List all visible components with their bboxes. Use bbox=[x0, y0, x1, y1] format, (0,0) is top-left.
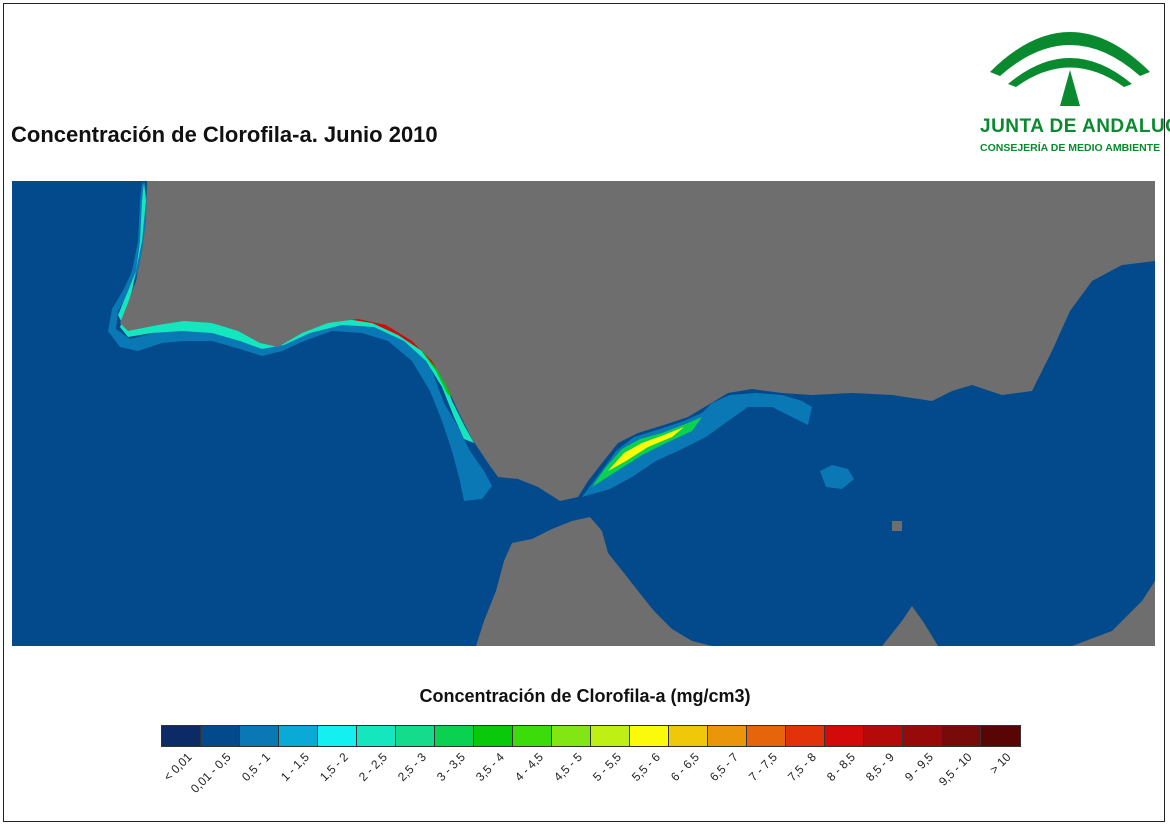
legend-swatch bbox=[435, 726, 474, 746]
legend-swatch bbox=[396, 726, 435, 746]
page-title: Concentración de Clorofila-a. Junio 2010 bbox=[11, 122, 438, 147]
legend-swatch bbox=[708, 726, 747, 746]
legend-swatch bbox=[552, 726, 591, 746]
legend-swatch bbox=[903, 726, 942, 746]
legend-swatch bbox=[864, 726, 903, 746]
med-coastal-yellow bbox=[608, 427, 684, 471]
land-africa bbox=[476, 517, 938, 646]
legend-swatch bbox=[513, 726, 552, 746]
legend-swatch bbox=[942, 726, 981, 746]
legend-swatch bbox=[669, 726, 708, 746]
alboran-feature bbox=[820, 465, 854, 489]
legend-swatch bbox=[825, 726, 864, 746]
land-africa-east bbox=[1072, 581, 1155, 646]
legend-swatch bbox=[318, 726, 357, 746]
legend-swatch bbox=[747, 726, 786, 746]
alboran-island bbox=[892, 521, 902, 531]
legend-swatch bbox=[201, 726, 240, 746]
legend-swatch bbox=[591, 726, 630, 746]
med-coastal-band bbox=[582, 393, 812, 497]
chlorophyll-map bbox=[12, 181, 1155, 646]
legend-swatch bbox=[162, 726, 201, 746]
legend-color-bar bbox=[161, 725, 1021, 747]
legend-title: Concentración de Clorofila-a (mg/cm3) bbox=[419, 686, 751, 706]
junta-de-andalucia-logo: JUNTA DE ANDALUCIA CONSEJERÍA DE MEDIO A… bbox=[980, 12, 1170, 162]
legend-swatch bbox=[981, 726, 1020, 746]
logo-department: CONSEJERÍA DE MEDIO AMBIENTE bbox=[980, 142, 1161, 154]
coastal-band-outer bbox=[108, 181, 492, 501]
legend-swatch bbox=[474, 726, 513, 746]
legend-swatch bbox=[630, 726, 669, 746]
land-iberia bbox=[120, 181, 1155, 501]
logo-name: JUNTA DE ANDALUCIA bbox=[980, 116, 1170, 137]
legend-swatch bbox=[240, 726, 279, 746]
legend-swatch bbox=[357, 726, 396, 746]
legend-swatch bbox=[279, 726, 318, 746]
map-canvas bbox=[12, 181, 1155, 646]
legend-swatch bbox=[786, 726, 825, 746]
logo-emblem-icon bbox=[990, 32, 1150, 106]
